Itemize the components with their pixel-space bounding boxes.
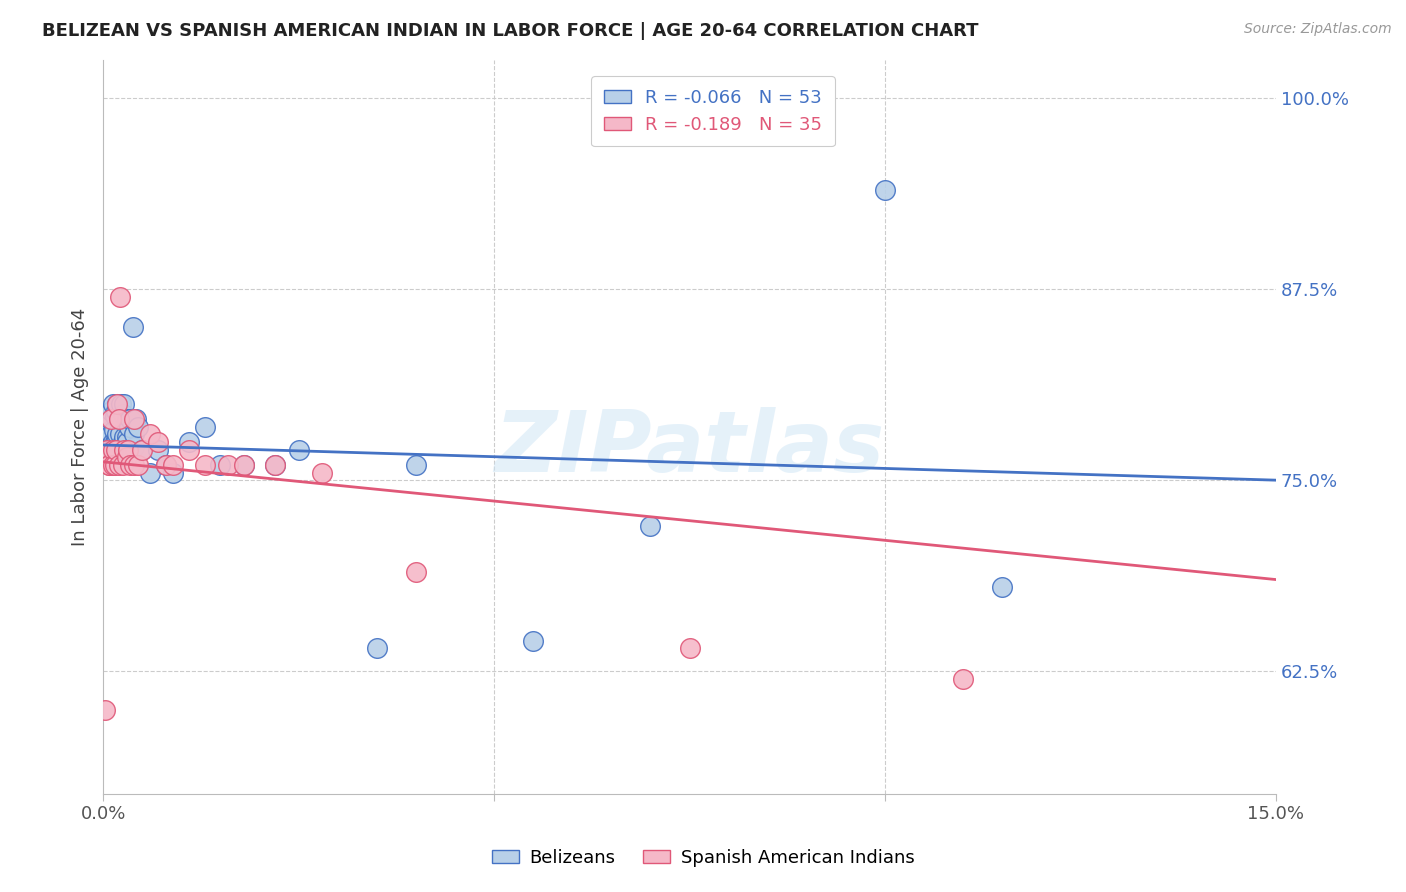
Point (127, 419, 149, 434)
Point (94, 702, 117, 716)
Point (120, 412, 142, 426)
Point (112, 397, 135, 411)
Point (264, 458, 287, 472)
Point (194, 458, 217, 472)
Point (146, 434, 169, 449)
Point (94, 434, 117, 449)
Point (110, 397, 132, 411)
Point (105, 397, 128, 411)
Point (104, 458, 127, 472)
Point (232, 458, 254, 472)
Point (104, 434, 127, 449)
Point (97, 424, 120, 438)
Point (107, 412, 129, 426)
Point (179, 442, 201, 457)
Point (98, 412, 121, 426)
Point (952, 672, 974, 686)
Point (96, 442, 118, 457)
Point (127, 458, 149, 472)
Point (111, 434, 134, 449)
Point (110, 427, 132, 442)
Point (112, 430, 135, 444)
Point (146, 442, 169, 457)
Point (115, 412, 138, 426)
Point (101, 434, 124, 449)
Point (118, 419, 141, 434)
Point (264, 458, 287, 472)
Point (104, 409, 127, 423)
Point (103, 458, 125, 472)
Point (104, 434, 127, 449)
Legend: R = -0.066   N = 53, R = -0.189   N = 35: R = -0.066 N = 53, R = -0.189 N = 35 (591, 76, 835, 146)
Point (522, 633, 544, 648)
Point (97, 430, 120, 444)
Point (209, 458, 232, 472)
Point (873, 183, 896, 197)
Point (105, 397, 128, 411)
Point (98, 458, 121, 472)
Point (98, 450, 121, 465)
Point (107, 458, 129, 472)
Text: Source: ZipAtlas.com: Source: ZipAtlas.com (1244, 22, 1392, 37)
Point (104, 442, 127, 457)
Legend: Belizeans, Spanish American Indians: Belizeans, Spanish American Indians (485, 842, 921, 874)
Point (194, 419, 217, 434)
Point (131, 442, 153, 457)
Point (103, 397, 125, 411)
Point (107, 412, 129, 426)
Point (105, 427, 128, 442)
Point (100, 404, 122, 418)
Point (124, 412, 146, 426)
Point (366, 641, 388, 656)
Point (125, 412, 148, 426)
Text: ZIPatlas: ZIPatlas (495, 407, 884, 491)
Point (112, 442, 135, 457)
Point (107, 442, 129, 457)
Point (117, 442, 139, 457)
Point (155, 458, 177, 472)
Text: BELIZEAN VS SPANISH AMERICAN INDIAN IN LABOR FORCE | AGE 20-64 CORRELATION CHART: BELIZEAN VS SPANISH AMERICAN INDIAN IN L… (42, 22, 979, 40)
Point (162, 466, 184, 480)
Point (100, 412, 122, 426)
Point (121, 320, 143, 334)
Point (115, 450, 138, 465)
Point (139, 466, 162, 480)
Point (110, 290, 132, 304)
Point (162, 458, 184, 472)
Point (405, 565, 427, 579)
Point (105, 404, 128, 418)
Point (139, 427, 162, 442)
Point (640, 519, 662, 533)
Point (117, 442, 139, 457)
Point (97, 458, 120, 472)
Point (96, 442, 118, 457)
Point (120, 458, 142, 472)
Point (131, 442, 153, 457)
Point (179, 434, 201, 449)
Point (678, 641, 700, 656)
Point (111, 458, 134, 472)
Point (111, 408, 134, 422)
Point (991, 580, 1014, 594)
Point (115, 434, 138, 449)
Point (287, 442, 309, 457)
Point (124, 458, 146, 472)
Point (232, 458, 254, 472)
Point (103, 423, 125, 437)
Point (124, 440, 146, 454)
Point (311, 466, 333, 480)
Point (101, 442, 124, 457)
Point (124, 427, 146, 442)
Point (155, 458, 177, 472)
Point (100, 427, 122, 442)
Y-axis label: In Labor Force | Age 20-64: In Labor Force | Age 20-64 (72, 308, 89, 546)
Point (217, 458, 239, 472)
Point (115, 430, 138, 444)
Point (405, 458, 427, 472)
